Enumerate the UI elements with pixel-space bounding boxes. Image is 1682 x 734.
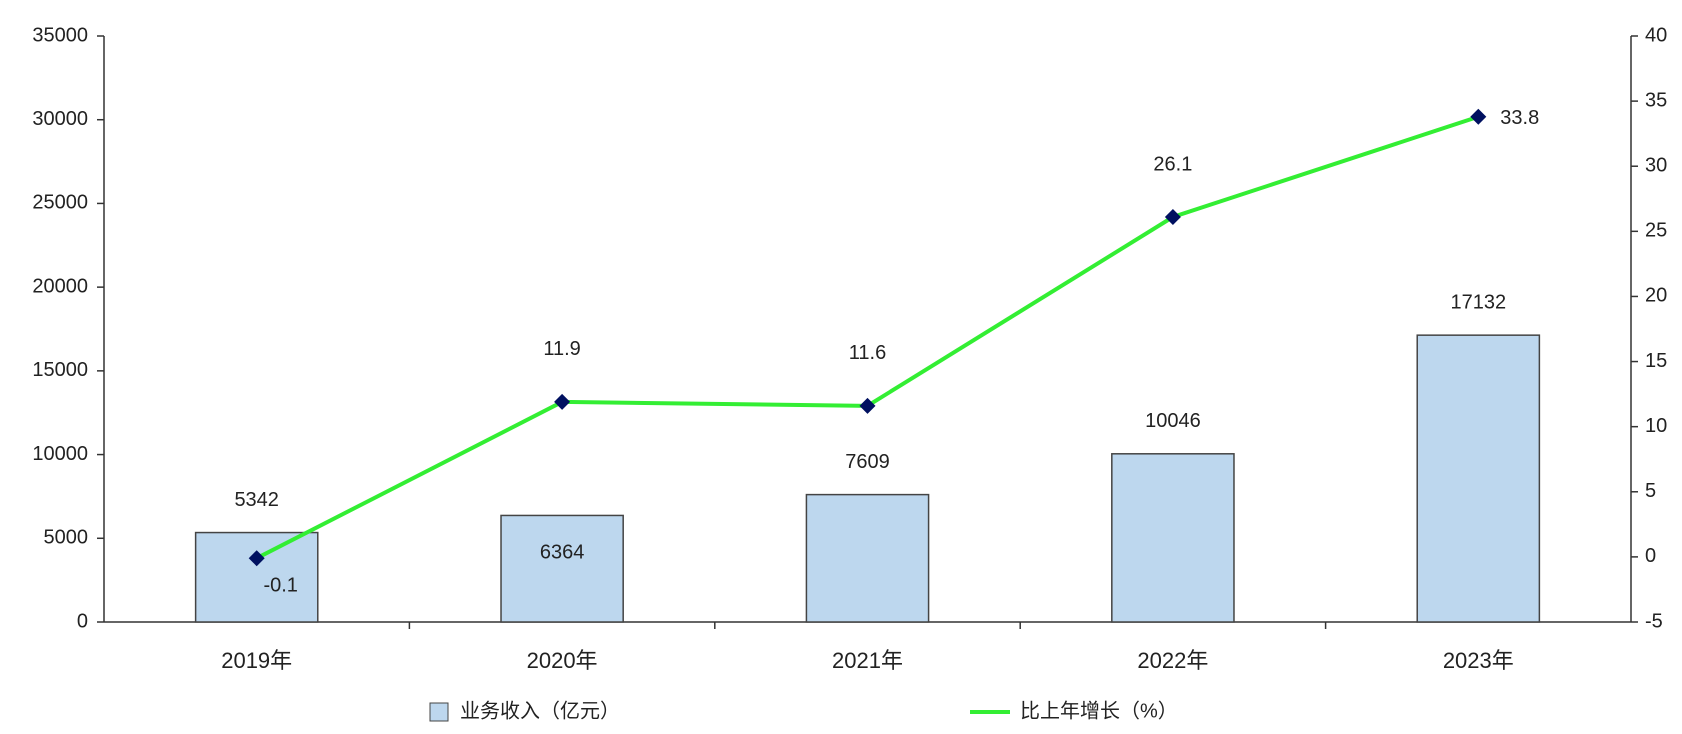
- line-marker: [1470, 108, 1487, 125]
- bar: [1111, 453, 1235, 623]
- legend-swatch: [429, 702, 449, 722]
- y-tick-label: 25000: [32, 192, 88, 214]
- y2-tick-label: 10: [1645, 415, 1667, 437]
- y2-tick-label: 25: [1645, 220, 1667, 242]
- y2-tick-label: -5: [1645, 610, 1663, 632]
- bar-value-label: 6364: [540, 542, 585, 564]
- line-marker: [859, 397, 876, 414]
- line: [255, 114, 1479, 560]
- y2-tick-label: 15: [1645, 350, 1667, 372]
- y-tick-label: 35000: [32, 24, 88, 46]
- x-tick-label: 2023年: [1443, 648, 1514, 673]
- y2-tick-label: 5: [1645, 480, 1656, 502]
- y2-tick-label: 0: [1645, 545, 1656, 567]
- y2-tick-label: 30: [1645, 155, 1667, 177]
- y2-tick-label: 35: [1645, 89, 1667, 111]
- x-tick-label: 2020年: [527, 648, 598, 673]
- line-marker: [248, 550, 265, 567]
- legend-label: 业务收入（亿元）: [460, 699, 620, 722]
- bar: [1416, 334, 1541, 623]
- line-value-label: 26.1: [1153, 153, 1192, 175]
- line-value-label: 11.9: [543, 338, 580, 360]
- bar: [805, 493, 930, 623]
- legend-label: 比上年增长（%）: [1020, 699, 1178, 722]
- line-value-label: 33.8: [1500, 107, 1539, 129]
- bar: [194, 531, 319, 623]
- y2-tick-label: 40: [1645, 24, 1667, 46]
- y-tick-label: 20000: [32, 275, 88, 297]
- y2-tick-label: 20: [1645, 285, 1667, 307]
- line-marker: [1164, 209, 1181, 226]
- y-tick-label: 15000: [32, 359, 88, 381]
- y-tick-label: 5000: [44, 527, 89, 549]
- y-tick-label: 30000: [32, 108, 88, 130]
- bar-value-label: 5342: [234, 489, 279, 511]
- y-tick-label: 0: [77, 610, 88, 632]
- line-value-label: -0.1: [263, 574, 297, 596]
- bar-value-label: 17132: [1450, 291, 1506, 313]
- line-value-label: 11.6: [849, 342, 886, 364]
- bar-value-label: 10046: [1145, 410, 1201, 432]
- bar: [500, 514, 624, 623]
- bar-value-label: 7609: [845, 451, 890, 473]
- line-marker: [554, 393, 571, 410]
- x-tick-label: 2021年: [832, 648, 903, 673]
- x-tick-label: 2019年: [221, 648, 292, 673]
- x-tick-label: 2022年: [1137, 648, 1208, 673]
- y-tick-label: 10000: [32, 443, 88, 465]
